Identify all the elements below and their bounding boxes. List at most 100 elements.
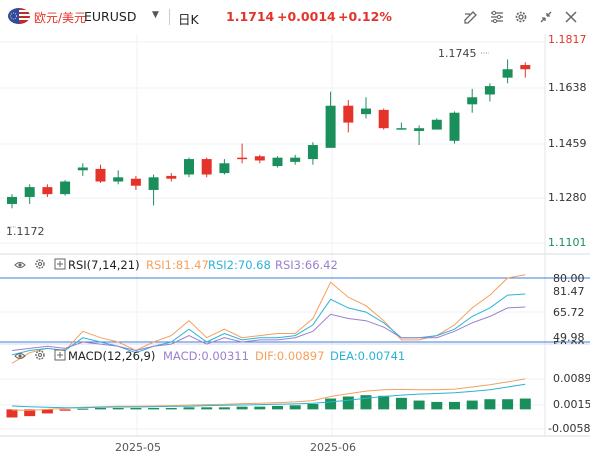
macd-histogram-bar [289, 405, 301, 410]
macd-histogram-bar [449, 401, 460, 410]
macd-axis-tick: 0.00158 [553, 398, 590, 411]
macd-histogram-bar [360, 395, 372, 410]
rsi3-line [11, 306, 526, 352]
symbol-selector[interactable]: EURUSD [84, 9, 137, 24]
macd-histogram-bar [307, 403, 319, 410]
rsi-axis-tick: 50.00 [553, 339, 585, 344]
macd-label: MACD(12,26,9) [68, 349, 156, 363]
rsi2-value: RSI2:70.68 [208, 258, 271, 272]
macd-histogram-bar [112, 408, 124, 410]
macd-histogram-bar [484, 399, 496, 410]
candle-body [24, 187, 35, 197]
candle-body [42, 187, 53, 195]
candle-body [254, 156, 265, 161]
macd-histogram-bar [272, 405, 283, 410]
macd-histogram-bar [342, 396, 354, 410]
macd-histogram-bar [519, 398, 531, 410]
chevron-down-icon[interactable]: ▼ [152, 10, 159, 20]
macd-histogram-bar [431, 401, 443, 410]
macd-histogram-bar [77, 408, 89, 410]
candle-body [449, 112, 460, 141]
price-axis-tick: 1.1101 [548, 236, 587, 249]
candle-body [467, 97, 478, 105]
candle-body [166, 175, 177, 179]
dea-value: DEA:0.00741 [330, 349, 406, 363]
candle-body [184, 159, 194, 175]
macd-histogram-bar [148, 408, 160, 410]
candle-body [77, 167, 88, 171]
candle-body [272, 157, 283, 167]
top-bar: 欧元/美元 EURUSD ▼ 日K 1.1714 +0.0014 +0.12% [0, 0, 590, 34]
macd-histogram-bar [236, 406, 248, 410]
macd-histogram-bar [95, 408, 106, 410]
macd-histogram-bar [6, 409, 18, 418]
macd-histogram-bar [325, 398, 337, 410]
gear-icon[interactable] [513, 9, 529, 25]
candle-body [396, 128, 407, 130]
sliders-icon[interactable] [489, 9, 505, 25]
macd-histogram-bar [502, 399, 514, 410]
candle-body [237, 157, 248, 160]
rsi-lines [11, 274, 526, 364]
macd-histogram-bar [254, 406, 266, 410]
collapse-icon[interactable] [538, 9, 554, 25]
candle-body [502, 69, 513, 78]
rsi-label: RSI(7,14,21) [68, 258, 140, 272]
macd-histogram-bar [413, 400, 425, 410]
candle-body [431, 119, 442, 130]
period-selector[interactable]: 日K [178, 12, 199, 27]
candle-body [378, 109, 389, 129]
candle-body [520, 65, 531, 70]
rsi3-value: RSI3:66.42 [275, 258, 338, 272]
macd-axis-tick: -0.00580 [548, 422, 590, 435]
candle-group [7, 59, 531, 209]
macd-group [6, 378, 531, 418]
price-axis-tick: 1.1280 [548, 191, 587, 204]
dea-line [11, 383, 526, 409]
dif-value: DIF:0.00897 [255, 349, 325, 363]
macd-histogram-bar [165, 408, 177, 410]
candle-body [7, 196, 17, 204]
rsi-axis-tick: 81.47 [553, 285, 585, 298]
macd-histogram-bar [59, 409, 71, 411]
candle-body [95, 168, 106, 182]
candle-body [484, 86, 495, 95]
macd-axis-tick: 0.00897 [553, 372, 590, 385]
high-price-label: 1.1745 [438, 47, 477, 60]
divider [169, 9, 170, 25]
macd-histogram-bar [395, 397, 407, 410]
pair-name: 欧元/美元 [34, 11, 87, 25]
low-price-label: 1.1172 [6, 225, 45, 238]
candle-body [113, 177, 124, 182]
macd-histogram-bar [378, 395, 390, 410]
rsi-axis-tick: 65.72 [553, 306, 585, 319]
candle-body [290, 157, 301, 162]
candle-body [60, 181, 71, 195]
close-icon[interactable] [563, 9, 579, 25]
macd-histogram-bar [41, 409, 53, 414]
price-change-percent: +0.12% [338, 9, 392, 24]
macd-histogram-bar [183, 407, 195, 410]
rsi-axis-tick: 80.00 [553, 272, 585, 285]
eu-flag-icon [8, 8, 30, 24]
macd-histogram-bar [130, 408, 142, 410]
price-axis-tick: 1.1638 [548, 81, 587, 94]
macd-histogram-bar [466, 400, 478, 410]
candle-body [307, 145, 318, 160]
candle-body [130, 178, 141, 186]
price-change: +0.0014 [277, 9, 336, 24]
candle-body [148, 177, 159, 190]
macd-histogram-bar [24, 409, 36, 417]
candle-body [325, 105, 336, 148]
date-axis-tick: 2025-05 [115, 441, 161, 454]
price-axis-tick: 1.1459 [548, 137, 587, 150]
candle-body [201, 159, 212, 175]
candle-body [414, 128, 425, 131]
macd-histogram-bar [218, 407, 230, 410]
macd-value: MACD:0.00311 [163, 349, 249, 363]
rsi1-line [11, 274, 526, 364]
chart-settings-icon[interactable] [463, 9, 479, 25]
candle-body [361, 108, 371, 115]
rsi-axis-tick: 49.98 [553, 331, 585, 344]
